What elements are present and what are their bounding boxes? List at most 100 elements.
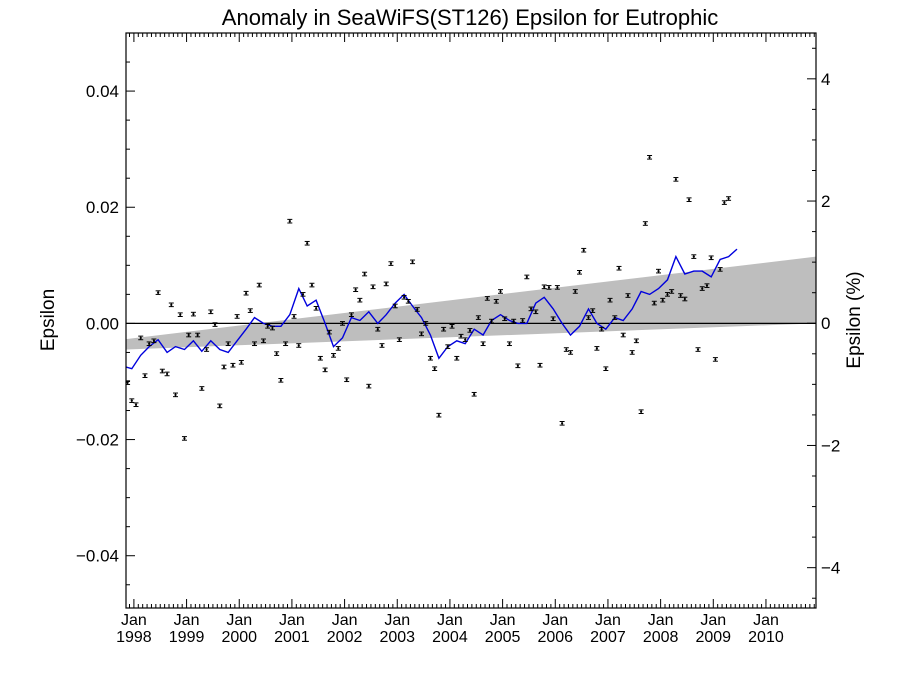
data-point <box>699 286 705 291</box>
data-point <box>533 309 539 315</box>
data-point <box>629 350 635 355</box>
data-point <box>664 292 670 297</box>
data-point <box>590 308 596 313</box>
data-point <box>283 341 289 347</box>
data-point <box>541 284 547 290</box>
data-point <box>524 274 530 280</box>
data-point <box>155 290 161 295</box>
data-point <box>142 373 148 378</box>
data-point <box>616 265 622 271</box>
data-point <box>339 321 345 326</box>
data-point <box>243 290 249 296</box>
data-point <box>559 421 565 426</box>
data-point <box>195 332 201 338</box>
x-tick-year: 2009 <box>695 629 731 646</box>
data-point <box>656 268 662 274</box>
x-tick-month: Jan <box>121 612 147 629</box>
data-point <box>173 392 179 398</box>
data-point <box>190 311 196 317</box>
data-point <box>458 333 464 339</box>
data-point <box>296 343 302 348</box>
data-point <box>537 362 543 368</box>
x-tick-year: 2001 <box>274 629 310 646</box>
data-point <box>326 329 332 335</box>
data-point <box>585 315 591 320</box>
data-point <box>620 332 626 338</box>
data-point <box>208 309 214 315</box>
data-point <box>309 282 315 288</box>
data-point <box>467 328 473 333</box>
data-point <box>594 346 600 351</box>
data-point <box>603 366 609 372</box>
data-point <box>168 302 174 308</box>
data-point <box>651 300 657 306</box>
y2-tick-label: 0 <box>821 314 830 333</box>
x-tick-month: Jan <box>542 612 568 629</box>
data-point <box>572 289 578 294</box>
data-point <box>445 344 451 349</box>
data-point <box>366 383 372 389</box>
data-point <box>568 350 574 355</box>
data-point <box>721 200 727 205</box>
x-tick-year: 2010 <box>748 629 784 646</box>
trend-band <box>126 256 816 350</box>
data-point <box>396 337 402 342</box>
data-point <box>186 332 192 338</box>
x-tick-year: 2002 <box>327 629 363 646</box>
data-points <box>126 154 732 441</box>
x-tick-month: Jan <box>226 612 252 629</box>
plot-frame <box>125 32 817 609</box>
data-point <box>313 306 319 311</box>
data-point <box>726 196 732 201</box>
x-tick-year: 2000 <box>221 629 257 646</box>
y-tick-label: −0.02 <box>76 431 119 450</box>
data-point <box>151 338 157 344</box>
data-point <box>357 297 363 303</box>
data-point <box>225 341 231 347</box>
data-point <box>238 360 244 365</box>
data-point <box>304 240 310 246</box>
data-point <box>418 331 424 337</box>
data-point <box>682 296 688 302</box>
data-point <box>291 314 297 319</box>
data-point <box>204 347 210 352</box>
data-point <box>217 403 223 409</box>
x-tick-year: 2007 <box>590 629 626 646</box>
data-point <box>287 218 293 224</box>
data-point <box>633 338 639 344</box>
x-tick-month: Jan <box>753 612 779 629</box>
x-tick-month: Jan <box>648 612 674 629</box>
x-tick-month: Jan <box>174 612 200 629</box>
data-point <box>265 324 271 329</box>
chart-title: Anomaly in SeaWiFS(ST126) Epsilon for Eu… <box>222 5 718 30</box>
data-point <box>502 316 508 322</box>
data-point <box>256 282 262 288</box>
x-tick-year: 1998 <box>116 629 152 646</box>
x-tick-year: 2005 <box>485 629 521 646</box>
data-point <box>493 299 499 304</box>
data-point <box>678 293 684 298</box>
data-point <box>405 299 411 304</box>
data-point <box>686 197 692 202</box>
data-point <box>599 326 605 332</box>
x-tick-month: Jan <box>490 612 516 629</box>
data-point <box>625 293 631 298</box>
x-tick-year: 2008 <box>643 629 679 646</box>
data-point <box>164 371 170 377</box>
plot-area <box>126 154 816 441</box>
data-point <box>181 436 187 441</box>
x-tick-month: Jan <box>332 612 358 629</box>
data-point <box>278 378 284 383</box>
data-point <box>511 318 517 324</box>
data-point <box>146 341 152 347</box>
data-point <box>660 297 666 303</box>
data-point <box>581 247 587 253</box>
data-point <box>546 285 552 290</box>
y2-tick-label: 2 <box>821 192 830 211</box>
data-point <box>247 308 253 313</box>
data-point <box>607 297 613 303</box>
x-tick-month: Jan <box>595 612 621 629</box>
x-tick-year: 2006 <box>537 629 573 646</box>
data-point <box>577 269 583 275</box>
data-point <box>230 362 236 368</box>
